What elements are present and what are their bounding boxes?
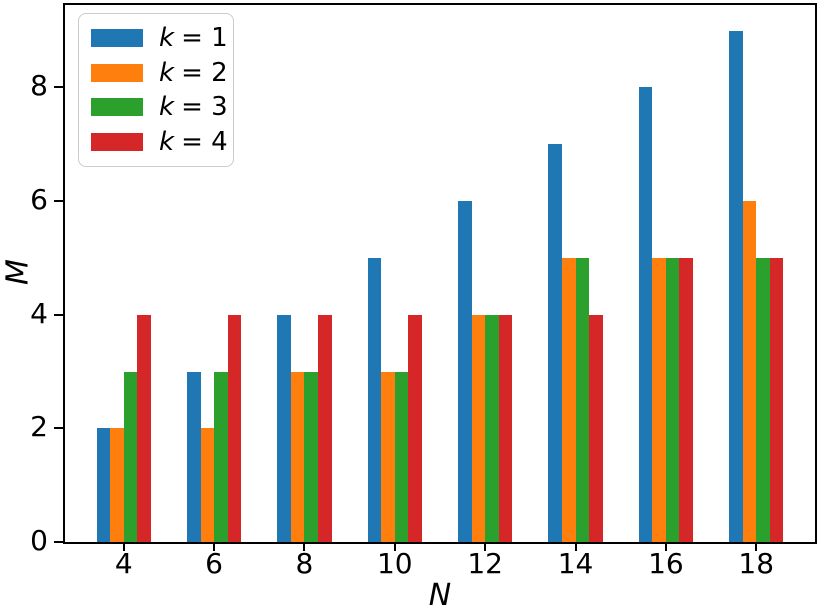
bar-k3-n10 (394, 371, 409, 542)
legend-swatch-k3 (91, 98, 143, 117)
legend-label-k1-var: k (159, 23, 175, 53)
legend-label-k2: k = 2 (159, 60, 228, 86)
legend-label-k1-eq: = 1 (181, 23, 228, 53)
bar-k4-n4 (137, 314, 151, 542)
bar-k1-n6 (186, 371, 201, 542)
x-tick-label-8: 8 (295, 547, 314, 580)
x-tick-12 (484, 542, 487, 551)
bar-k4-n14 (589, 314, 603, 542)
bar-k3-n6 (214, 371, 228, 542)
x-tick-label-14: 14 (557, 547, 594, 580)
x-tick-6 (213, 542, 216, 551)
x-tick-label-6: 6 (205, 547, 224, 580)
x-tick-16 (664, 542, 667, 551)
legend-label-k4: k = 4 (159, 129, 228, 155)
bar-k4-n16 (679, 257, 693, 542)
y-tick-6 (54, 200, 63, 203)
y-tick-8 (54, 86, 63, 89)
bar-k3-n16 (665, 257, 680, 542)
bar-k4-n6 (227, 314, 242, 542)
x-tick-label-16: 16 (648, 547, 684, 580)
bar-k1-n10 (367, 257, 382, 542)
legend-label-k2-var: k (159, 57, 175, 88)
plot-area: k = 1 k = 2 k = 3 k = 4 (63, 3, 817, 544)
x-tick-8 (303, 542, 306, 551)
legend-label-k3-var: k (159, 92, 175, 123)
y-tick-4 (54, 313, 63, 316)
y-tick-label-0: 0 (30, 524, 48, 557)
bar-k3-n8 (304, 371, 318, 542)
bar-k4-n12 (498, 314, 513, 542)
bar-k2-n16 (652, 257, 666, 542)
x-tick-10 (393, 542, 396, 551)
bar-k3-n12 (485, 314, 499, 542)
x-tick-4 (122, 542, 125, 551)
bar-k2-n6 (200, 428, 215, 542)
bar-k1-n16 (638, 87, 653, 542)
bar-k1-n14 (548, 144, 562, 542)
legend-label-k4-var: k (159, 126, 175, 157)
xlabel: N (428, 578, 452, 611)
y-tick-2 (54, 427, 63, 430)
legend-item-k2: k = 2 (91, 60, 228, 86)
legend-item-k1: k = 1 (91, 25, 228, 51)
x-tick-label-18: 18 (738, 547, 775, 580)
legend-label-k1: k = 1 (159, 25, 228, 51)
legend-swatch-k4 (91, 132, 143, 151)
legend-label-k2-eq: = 2 (181, 57, 228, 88)
bar-k4-n10 (408, 314, 422, 542)
legend-label-k4-eq: = 4 (181, 126, 228, 157)
x-tick-label-4: 4 (114, 547, 133, 580)
bar-k1-n4 (96, 428, 111, 542)
y-tick-label-2: 2 (30, 410, 48, 444)
bar-k3-n18 (756, 257, 770, 542)
legend: k = 1 k = 2 k = 3 k = 4 (78, 13, 234, 167)
ylabel: M (0, 259, 36, 285)
bar-k1-n8 (277, 314, 291, 542)
bar-k3-n14 (575, 257, 590, 542)
legend-item-k4: k = 4 (91, 129, 228, 155)
legend-label-k3: k = 3 (159, 94, 228, 120)
x-tick-14 (574, 542, 577, 551)
y-tick-label-6: 6 (30, 183, 48, 217)
y-tick-0 (54, 541, 63, 543)
legend-item-k3: k = 3 (91, 94, 228, 120)
x-tick-18 (755, 542, 758, 551)
bar-k2-n8 (290, 371, 305, 542)
bar-k2-n10 (381, 371, 395, 542)
y-tick-label-8: 8 (30, 69, 48, 103)
bar-k4-n18 (769, 257, 784, 542)
bar-k1-n18 (729, 30, 743, 542)
legend-label-k3-eq: = 3 (181, 92, 228, 123)
legend-swatch-k2 (91, 63, 143, 82)
bar-k3-n4 (123, 371, 138, 542)
bar-k2-n4 (110, 428, 124, 542)
bar-k1-n12 (458, 201, 472, 542)
x-tick-label-12: 12 (467, 547, 503, 580)
bar-k2-n18 (742, 201, 757, 542)
y-tick-label-4: 4 (30, 296, 48, 330)
legend-swatch-k1 (91, 29, 143, 47)
bar-k2-n12 (471, 314, 486, 542)
bar-k2-n14 (561, 257, 576, 542)
bar-k4-n8 (318, 314, 332, 542)
x-tick-label-10: 10 (376, 547, 413, 580)
